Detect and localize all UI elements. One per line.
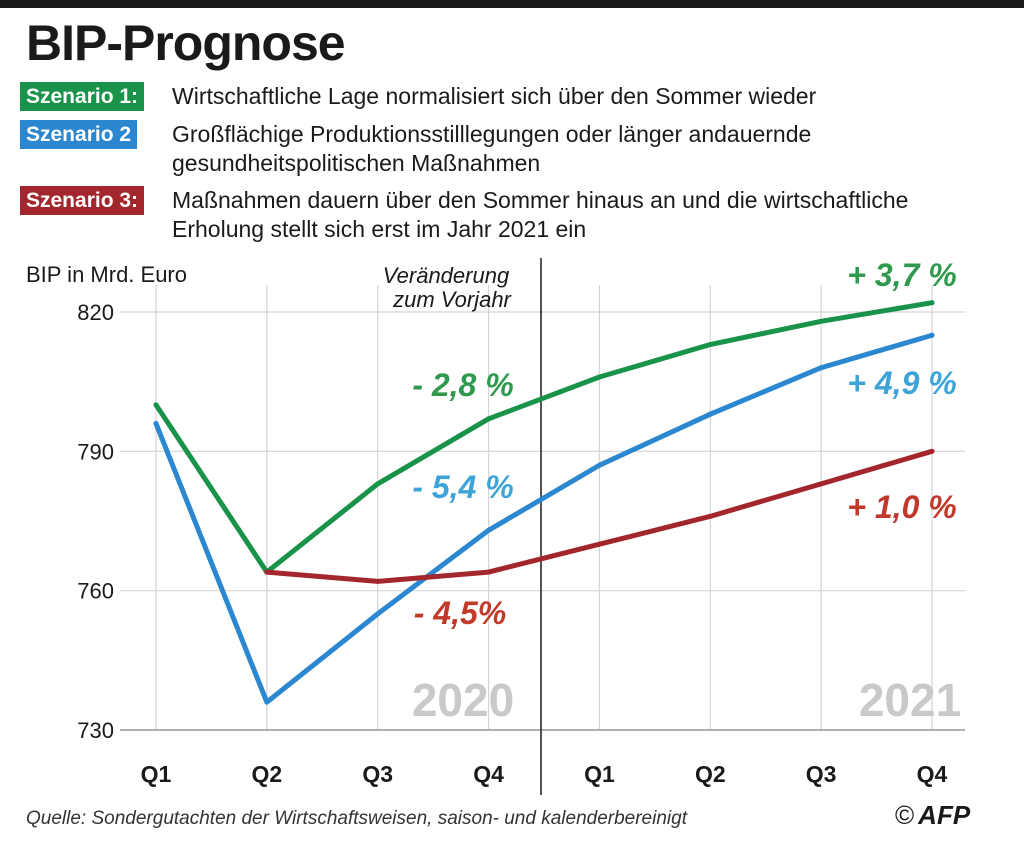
x-tick-label-4: Q1	[584, 761, 615, 787]
series-1-point-6	[818, 318, 824, 324]
series-1-point-0	[153, 402, 159, 408]
change-label-s3-2020: - 4,5%	[414, 595, 506, 631]
change-label-s2-2021: + 4,9 %	[847, 365, 956, 401]
series-1-point-2	[375, 481, 381, 487]
top-bar	[0, 0, 1024, 8]
annotation-line-2: zum Vorjahr	[392, 287, 512, 312]
series-1-point-7	[929, 300, 935, 306]
series-1-point-5	[707, 342, 713, 348]
y-tick-label-790: 790	[77, 439, 114, 464]
y-tick-label-760: 760	[77, 579, 114, 604]
x-tick-label-2: Q3	[362, 761, 393, 787]
series-2-point-6	[818, 365, 824, 371]
series-3-point-2	[375, 578, 381, 584]
scenario-1-text: Wirtschaftliche Lage normalisiert sich ü…	[172, 83, 817, 109]
x-tick-label-0: Q1	[141, 761, 172, 787]
change-label-s1-2021: + 3,7 %	[847, 257, 956, 293]
scenario-2-text: Großflächige Produktionsstilllegungen od…	[172, 121, 812, 176]
series-line-1	[153, 300, 935, 575]
change-label-s2-2020: - 5,4 %	[412, 469, 513, 505]
year-label-2020: 2020	[412, 674, 514, 726]
series-2-point-1	[264, 699, 270, 705]
year-label-2021: 2021	[859, 674, 961, 726]
series-1-point-3	[486, 416, 492, 422]
x-tick-label-5: Q2	[695, 761, 726, 787]
y-tick-label-730: 730	[77, 718, 114, 743]
series-3-point-4	[596, 541, 602, 547]
scenario-3-text: Maßnahmen dauern über den Sommer hinaus …	[172, 187, 909, 242]
change-label-s3-2021: + 1,0 %	[847, 489, 956, 525]
series-2-point-3	[486, 527, 492, 533]
y-tick-label-820: 820	[77, 300, 114, 325]
y-axis-label: BIP in Mrd. Euro	[26, 262, 187, 287]
series-line-2	[153, 332, 935, 705]
afp-logo: AFP	[918, 800, 971, 830]
copyright-symbol: ©	[895, 800, 915, 830]
series-2-point-5	[707, 411, 713, 417]
x-tick-label-7: Q4	[917, 761, 948, 787]
afp-credit: © AFP	[895, 800, 970, 831]
scenario-2-badge: Szenario 2	[20, 120, 138, 149]
series-3-point-1	[264, 569, 270, 575]
scenario-1-badge: Szenario 1:	[20, 82, 145, 111]
source-note: Quelle: Sondergutachten der Wirtschaftsw…	[26, 808, 687, 829]
change-label-s1-2020: - 2,8 %	[412, 367, 513, 403]
series-3-point-6	[818, 481, 824, 487]
chart-title: BIP-Prognose	[26, 15, 346, 71]
series-3-point-7	[929, 448, 935, 454]
annotation-line-1: Veränderung	[383, 263, 510, 288]
series-2-point-2	[375, 611, 381, 617]
series-2-point-7	[929, 332, 935, 338]
series-2-point-4	[596, 462, 602, 468]
x-tick-label-1: Q2	[252, 761, 283, 787]
series-3-point-5	[707, 513, 713, 519]
series-3-point-3	[486, 569, 492, 575]
x-tick-label-6: Q3	[806, 761, 837, 787]
x-tick-label-3: Q4	[473, 761, 504, 787]
series-2-point-0	[153, 420, 159, 426]
series-1-point-4	[596, 374, 602, 380]
scenario-3-badge: Szenario 3:	[20, 186, 145, 215]
